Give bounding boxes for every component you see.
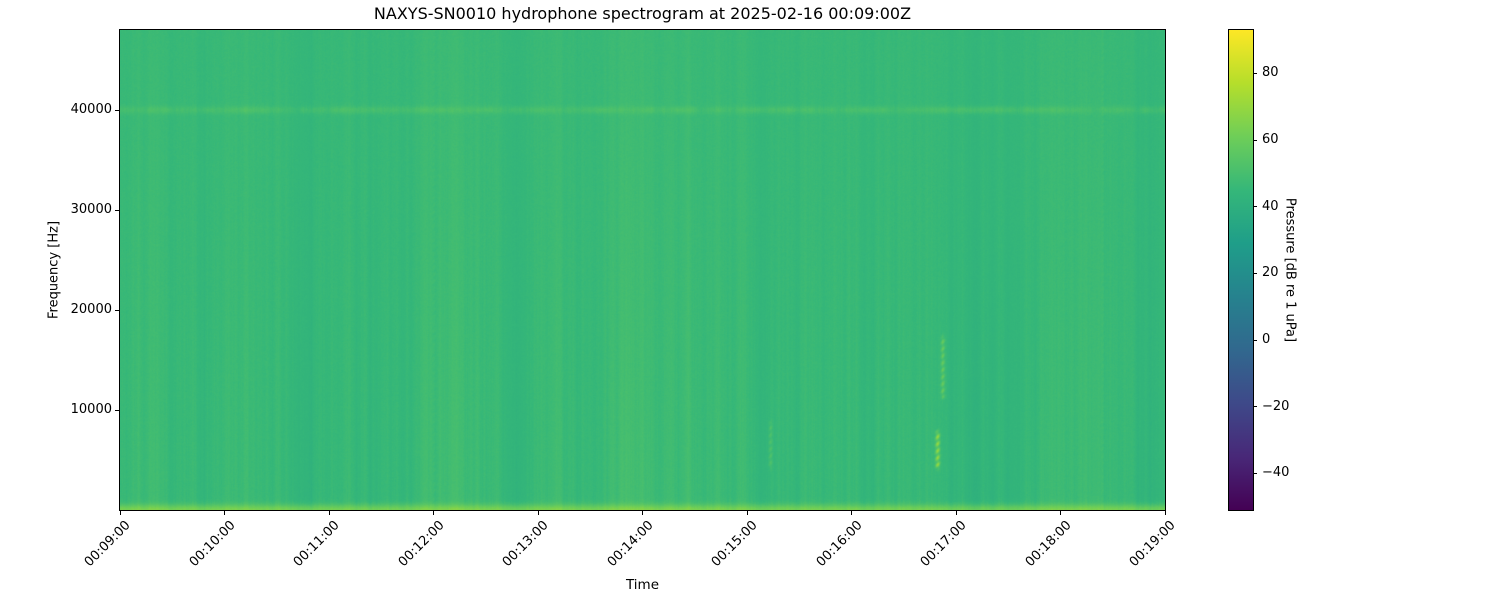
x-tick-label: 00:18:00 <box>1022 518 1075 570</box>
x-tick-mark <box>642 511 643 515</box>
y-tick-mark <box>115 209 119 211</box>
x-tick-mark <box>1060 511 1061 515</box>
plot-frame <box>119 29 1166 511</box>
y-tick-mark <box>115 109 119 111</box>
chart-title: NAXYS-SN0010 hydrophone spectrogram at 2… <box>373 4 912 23</box>
colorbar-tick-label: 0 <box>1262 332 1271 347</box>
x-tick-mark <box>1164 511 1166 515</box>
x-tick-mark <box>328 511 330 515</box>
colorbar-tick-mark <box>1253 472 1257 474</box>
x-tick-mark <box>119 511 121 515</box>
colorbar-tick-mark <box>1253 406 1257 408</box>
x-tick-label: 00:16:00 <box>813 518 866 570</box>
spectrogram-heatmap <box>120 30 1165 510</box>
y-tick-mark <box>115 309 119 311</box>
x-tick-label: 00:19:00 <box>1126 518 1179 570</box>
x-tick-label: 00:15:00 <box>708 518 761 570</box>
y-tick-label: 20000 <box>70 302 112 317</box>
y-tick-label: 40000 <box>70 102 112 117</box>
x-tick-mark <box>537 511 539 515</box>
x-tick-label: 00:14:00 <box>604 518 657 570</box>
y-tick-mark <box>115 409 119 411</box>
colorbar-label: Pressure [dB re 1 uPa] <box>1282 197 1298 343</box>
y-tick-label: 10000 <box>70 402 112 417</box>
colorbar-tick-mark <box>1253 72 1257 74</box>
colorbar-tick-mark <box>1253 139 1257 141</box>
x-tick-label: 00:10:00 <box>186 518 239 570</box>
colorbar-tick-label: 40 <box>1262 198 1279 214</box>
colorbar-tick-label: 80 <box>1262 65 1279 81</box>
colorbar-frame <box>1228 29 1254 511</box>
x-tick-label: 00:13:00 <box>499 518 552 570</box>
colorbar-gradient <box>1229 30 1253 510</box>
x-tick-label: 00:17:00 <box>917 518 970 570</box>
colorbar-tick-label: 20 <box>1262 265 1279 281</box>
colorbar-tick-mark <box>1253 339 1257 341</box>
x-tick-mark <box>433 511 434 515</box>
x-tick-label: 00:11:00 <box>290 518 343 570</box>
colorbar-tick-mark <box>1253 272 1257 274</box>
x-tick-mark <box>224 511 225 515</box>
colorbar-tick-label: −40 <box>1262 465 1290 481</box>
x-tick-label: 00:12:00 <box>395 518 448 570</box>
x-tick-mark <box>851 511 852 515</box>
x-tick-mark <box>955 511 957 515</box>
x-axis-label: Time <box>625 577 660 593</box>
y-tick-label: 30000 <box>70 202 112 217</box>
colorbar-tick-label: 60 <box>1262 132 1279 147</box>
x-tick-mark <box>746 511 748 515</box>
colorbar-tick-mark <box>1253 206 1257 208</box>
x-tick-label: 00:09:00 <box>81 518 134 570</box>
colorbar-tick-label: −20 <box>1262 398 1290 414</box>
